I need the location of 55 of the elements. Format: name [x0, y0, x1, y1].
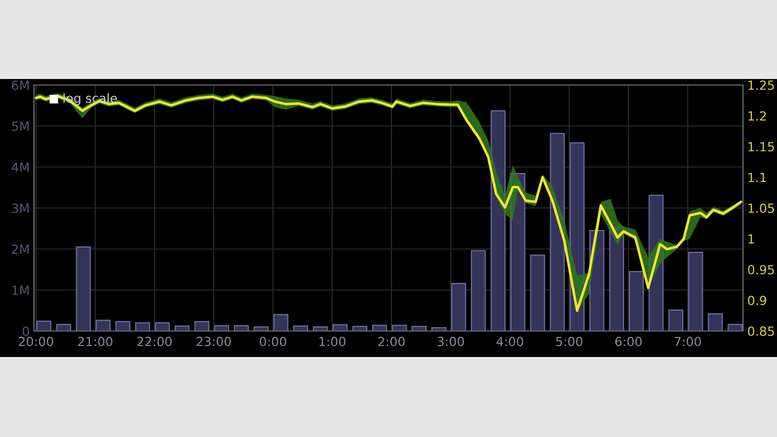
y-tick-label: 5M: [12, 122, 29, 131]
bar: [412, 326, 427, 331]
y-tick-label: 1M: [12, 286, 29, 295]
bar: [372, 324, 388, 331]
bar: [728, 324, 743, 331]
bar: [352, 326, 368, 331]
bar: [174, 326, 190, 331]
bar: [628, 270, 644, 331]
y2-tick-label: 1: [748, 234, 754, 244]
y2-tick-label: 0.9: [748, 296, 766, 306]
bar: [154, 322, 170, 331]
bar: [668, 310, 684, 331]
y2-tick-label: 1.25: [748, 80, 774, 90]
x-tick-label: 3:00: [438, 336, 464, 346]
x-tick-label: 7:00: [674, 336, 701, 346]
y-tick-label: 3M: [12, 203, 29, 213]
x-tick-label: 20:00: [18, 336, 54, 346]
y2-tick-label: 0.85: [748, 326, 774, 336]
x-tick-label: 1:00: [320, 336, 346, 346]
y2-tick-label: 1.05: [748, 203, 774, 213]
x-tick-label: 6:00: [615, 336, 642, 346]
x-tick-label: 4:00: [496, 336, 524, 346]
x-tick-label: 5:00: [556, 336, 582, 346]
bar: [688, 252, 704, 331]
bar: [234, 325, 249, 331]
x-tick-label: 2:00: [378, 336, 405, 346]
bar: [332, 324, 348, 331]
bar: [431, 327, 446, 331]
y-tick-label: 6M: [12, 80, 29, 90]
bar: [451, 282, 466, 331]
bar: [273, 314, 288, 331]
x-tick-label: 23:00: [196, 336, 231, 346]
bar: [36, 320, 52, 331]
x-tick-label: 22:00: [137, 336, 172, 346]
y2-tick-label: 1.1: [748, 172, 766, 182]
y2-tick-label: 1.2: [748, 111, 766, 120]
y-tick-label: 4M: [12, 162, 29, 172]
x-tick-label: 0:00: [260, 336, 286, 346]
bar: [135, 322, 150, 331]
bar: [293, 326, 308, 331]
y2-tick-label: 0.95: [748, 264, 774, 274]
bar: [115, 321, 130, 331]
y2-tick-label: 1.15: [748, 142, 774, 152]
bar: [392, 324, 407, 331]
bar: [530, 254, 546, 331]
y-tick-label: 2M: [12, 244, 29, 254]
bar: [194, 321, 210, 331]
y-tick-label: 0: [22, 326, 30, 336]
bar: [708, 313, 723, 331]
bar: [214, 325, 230, 331]
bar: [470, 250, 486, 331]
bar: [96, 320, 111, 331]
bar: [76, 246, 91, 331]
bar: [56, 324, 72, 331]
x-tick-label: 21:00: [78, 336, 112, 346]
